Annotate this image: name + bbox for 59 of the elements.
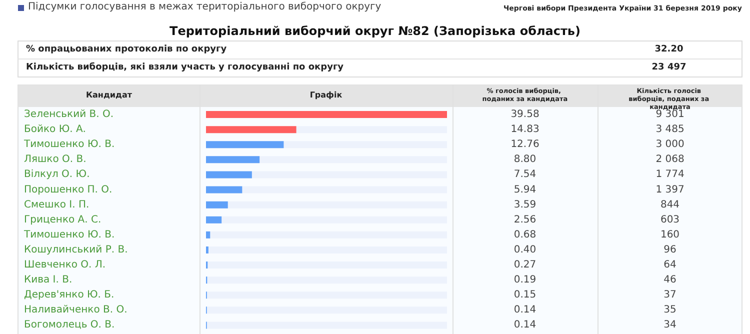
y-tick-label: Бойко Ю. А. xyxy=(24,124,86,136)
text: 1 774 xyxy=(656,169,684,180)
data-label: 0.14 xyxy=(514,320,536,331)
data-label: 14.83 xyxy=(510,124,540,136)
x-axis-title: Графік xyxy=(310,90,343,100)
text: 9 301 xyxy=(656,109,684,120)
data-label: 0.15 xyxy=(514,290,536,301)
text: Кількість виборців, які взяли участь у голосуванні по округу xyxy=(26,62,344,72)
y-tick-label: Кошулинський Р. В. xyxy=(24,244,128,256)
text: 1 397 xyxy=(656,184,684,196)
text: % опрацьованих протоколів по округу xyxy=(26,44,227,54)
data-label: 8.80 xyxy=(514,154,536,166)
data-label: 0.14 xyxy=(514,304,536,316)
bar xyxy=(206,231,210,238)
data-label: 7.54 xyxy=(514,169,536,180)
y-tick-label: Ляшко О. В. xyxy=(24,154,86,166)
y-axis-title: Кандидат xyxy=(86,90,132,100)
text: 3 000 xyxy=(656,139,684,150)
bar xyxy=(206,156,260,164)
y-tick-label: Вілкул О. Ю. xyxy=(24,169,90,180)
bar xyxy=(206,201,228,208)
text: 32.20 xyxy=(654,44,684,54)
text: 37 xyxy=(664,290,676,301)
y-tick-label: Тимошенко Ю. В. xyxy=(23,229,115,240)
data-label: 5.94 xyxy=(514,184,536,196)
y-tick-label: Смешко І. П. xyxy=(24,199,90,210)
text: 35 xyxy=(664,304,676,316)
bar xyxy=(206,171,252,178)
y-tick-label: Наливайченко В. О. xyxy=(24,304,128,316)
chart-title: Територіальний виборчий округ №82 (Запорізька область) xyxy=(170,24,580,38)
data-label: 0.27 xyxy=(514,260,536,271)
y-tick-label: Тимошенко Ю. В. xyxy=(23,139,115,150)
y-tick-label: Шевченко О. Л. xyxy=(24,260,106,271)
y-tick-label: Зеленський В. О. xyxy=(24,109,114,120)
data-label: 12.76 xyxy=(510,139,540,150)
text: 2 068 xyxy=(656,154,684,166)
text: 844 xyxy=(660,199,680,210)
data-label: 3.59 xyxy=(514,199,536,210)
text: 34 xyxy=(664,320,676,331)
data-label: 0.19 xyxy=(514,274,536,286)
data-label: 0.68 xyxy=(514,229,536,240)
y-tick-label: Кива І. В. xyxy=(24,274,72,286)
y-tick-label: Богомолець О. В. xyxy=(24,320,115,331)
text: 3 485 xyxy=(656,124,684,136)
text: 46 xyxy=(664,274,676,286)
text: 603 xyxy=(660,214,680,226)
text: 96 xyxy=(664,244,676,256)
y-tick-label: Дерев'янко Ю. Б. xyxy=(24,290,114,301)
data-label: 0.40 xyxy=(514,244,536,256)
bar xyxy=(206,186,242,194)
text: Підсумки голосування в межах територіального виборчого округу xyxy=(28,2,382,12)
y-tick-label: Гриценко А. С. xyxy=(24,214,102,226)
text: 64 xyxy=(664,260,676,271)
text: 160 xyxy=(660,229,680,240)
text: 23 497 xyxy=(652,62,686,72)
bar xyxy=(206,216,222,224)
y-tick-label: Порошенко П. О. xyxy=(24,184,112,196)
data-label: 39.58 xyxy=(510,109,540,120)
data-label: 2.56 xyxy=(514,214,536,226)
